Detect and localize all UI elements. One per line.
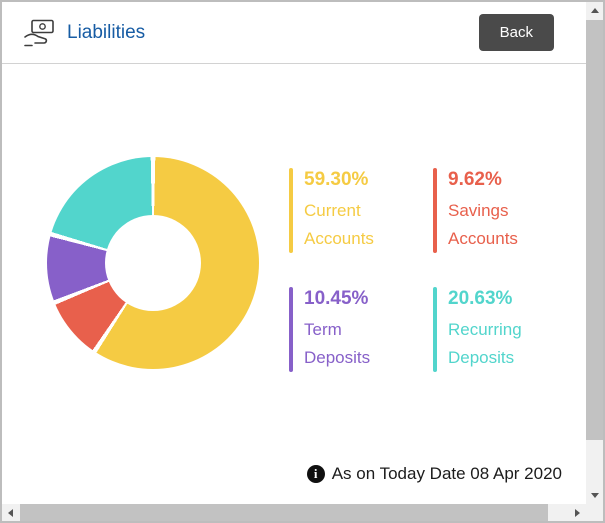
legend-item-recurring-deposits: 20.63% Recurring Deposits — [433, 287, 577, 372]
legend-label-line1: Current — [304, 201, 361, 220]
chart-legend: 59.30% Current Accounts 9.62% Savings Ac… — [289, 168, 577, 372]
legend-label-line1: Savings — [448, 201, 509, 220]
scroll-left-arrow-icon[interactable] — [2, 504, 19, 521]
scrollbar-corner — [586, 504, 603, 521]
scroll-down-arrow-icon[interactable] — [586, 487, 603, 504]
content-area: 59.30% Current Accounts 9.62% Savings Ac… — [2, 64, 586, 504]
legend-percentage: 10.45% — [304, 288, 369, 309]
legend-color-bar — [433, 287, 437, 372]
legend-text: 20.63% Recurring Deposits — [448, 287, 522, 372]
donut-chart — [47, 157, 259, 369]
legend-color-bar — [433, 168, 437, 253]
legend-label-line1: Term — [304, 320, 342, 339]
as-on-text: As on Today Date 08 Apr 2020 — [331, 464, 562, 483]
horizontal-scrollbar[interactable] — [2, 504, 586, 521]
horizontal-scroll-thumb[interactable] — [20, 504, 548, 521]
vertical-scrollbar[interactable] — [586, 2, 603, 504]
back-button[interactable]: Back — [478, 14, 554, 51]
legend-label-line2: Deposits — [448, 348, 515, 367]
legend-percentage: 59.30% — [304, 169, 369, 190]
as-on-date: i As on Today Date 08 Apr 2020 — [306, 464, 562, 484]
legend-percentage: 9.62% — [448, 169, 502, 190]
legend-label-line2: Accounts — [448, 229, 518, 248]
legend-color-bar — [289, 168, 293, 253]
scroll-right-arrow-icon[interactable] — [569, 504, 586, 521]
legend-item-term-deposits: 10.45% Term Deposits — [289, 287, 433, 372]
legend-text: 9.62% Savings Accounts — [448, 168, 518, 253]
legend-item-savings-accounts: 9.62% Savings Accounts — [433, 168, 577, 253]
legend-text: 59.30% Current Accounts — [304, 168, 374, 253]
scroll-up-arrow-icon[interactable] — [586, 2, 603, 19]
legend-label-line2: Accounts — [304, 229, 374, 248]
legend-item-current-accounts: 59.30% Current Accounts — [289, 168, 433, 253]
header: Liabilities Back — [2, 2, 586, 64]
hand-money-icon — [22, 18, 56, 48]
vertical-scroll-thumb[interactable] — [586, 20, 603, 440]
donut-hole — [105, 215, 201, 311]
legend-label-line2: Deposits — [304, 348, 371, 367]
legend-color-bar — [289, 287, 293, 372]
info-icon: i — [306, 465, 325, 483]
title-wrap: Liabilities — [22, 2, 145, 64]
legend-text: 10.45% Term Deposits — [304, 287, 370, 372]
page-title: Liabilities — [67, 22, 146, 43]
legend-percentage: 20.63% — [448, 288, 513, 309]
legend-label-line1: Recurring — [448, 320, 522, 339]
